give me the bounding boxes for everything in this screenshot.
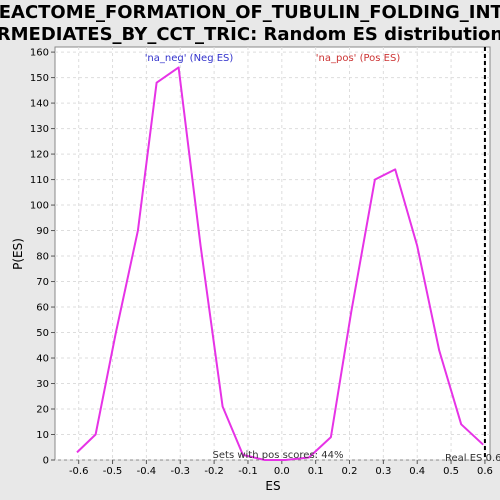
y-tick-label: 130 [30, 124, 49, 135]
real-es-label: Real ES 0.6 [445, 453, 500, 464]
x-tick-label: -0.5 [103, 466, 123, 477]
x-tick-label: 0.4 [409, 466, 425, 477]
legend-neg: 'na_neg' (Neg ES) [145, 53, 234, 64]
y-tick-label: 20 [36, 405, 49, 416]
x-tick-label: -0.4 [137, 466, 157, 477]
y-tick-label: 70 [36, 277, 49, 288]
x-axis: -0.6 -0.5 -0.4 -0.3 -0.2 -0.1 0.0 0.1 0.2 0.3 0.4 0… [69, 460, 493, 477]
y-tick-label: 90 [36, 226, 49, 237]
y-tick-label: 60 [36, 303, 49, 314]
y-tick-label: 140 [30, 99, 49, 110]
es-distribution-line [76, 66, 484, 461]
y-tick-label: 150 [30, 73, 49, 84]
y-tick-label: 50 [36, 328, 49, 339]
legend-pos: 'na_pos' (Pos ES) [316, 53, 401, 64]
y-tick-label: 40 [36, 354, 49, 365]
x-tick-label: -0.2 [204, 466, 224, 477]
x-tick-label: 0.5 [443, 466, 459, 477]
x-tick-label: 0.6 [477, 466, 493, 477]
pos-score-annotation: Sets with pos scores: 44% [213, 450, 344, 461]
chart-title-line-1: REACTOME_FORMATION_OF_TUBULIN_FOLDING_IN… [0, 2, 500, 23]
y-tick-label: 30 [36, 379, 49, 390]
x-axis-label: ES [265, 479, 280, 493]
chart-title-line-2: RMEDIATES_BY_CCT_TRIC: Random ES distrib… [0, 24, 500, 45]
y-tick-label: 10 [36, 430, 49, 441]
x-tick-label: -0.6 [69, 466, 89, 477]
x-tick-label: 0.3 [375, 466, 391, 477]
series-layer [76, 66, 484, 461]
grid [55, 47, 490, 461]
x-tick-label: -0.3 [170, 466, 190, 477]
y-axis-label: P(ES) [11, 238, 25, 270]
x-tick-label: -0.1 [238, 466, 258, 477]
x-tick-label: 0.1 [308, 466, 324, 477]
y-tick-label: 80 [36, 252, 49, 263]
x-tick-label: 0.2 [342, 466, 358, 477]
x-tick-label: 0.0 [274, 466, 290, 477]
y-tick-label: 100 [30, 201, 49, 212]
plot-area [54, 46, 491, 461]
y-tick-label: 120 [30, 150, 49, 161]
y-axis: 0 10 20 30 40 50 60 70 80 90 100 110 120 130 140 150 160 [30, 48, 55, 467]
y-tick-label: 0 [43, 456, 49, 467]
y-tick-label: 160 [30, 48, 49, 59]
y-tick-label: 110 [30, 175, 49, 186]
